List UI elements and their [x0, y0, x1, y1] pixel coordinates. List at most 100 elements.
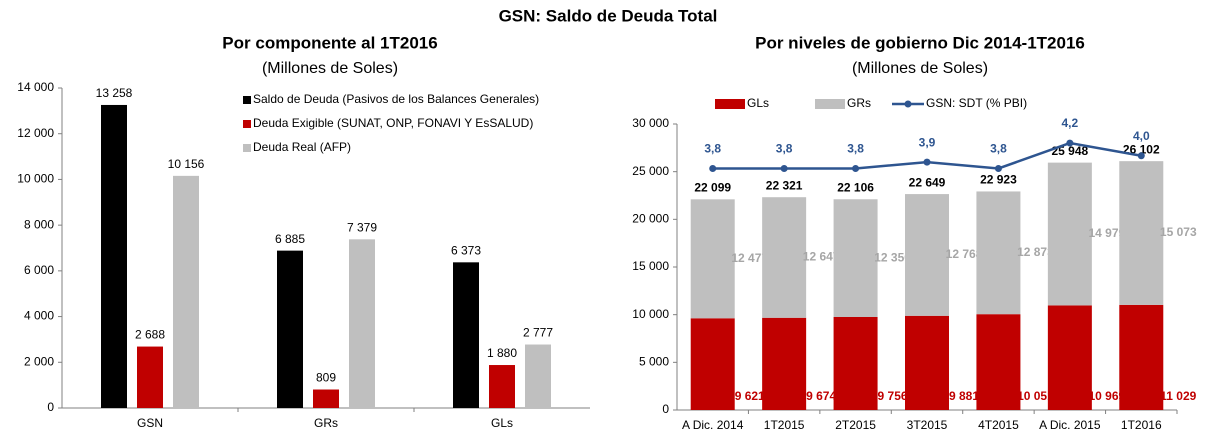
x-tick-label: 3T2015 — [907, 418, 948, 432]
y-tick-label: 20 000 — [632, 212, 669, 226]
line-point — [923, 158, 931, 166]
legend-swatch — [243, 96, 251, 104]
data-label: 3,8 — [776, 142, 793, 156]
total-label: 22 106 — [837, 180, 874, 194]
chart-subtitle: (Millones de Soles) — [262, 60, 398, 77]
y-tick-label: 14 000 — [17, 80, 54, 94]
x-tick-label: GLs — [491, 416, 513, 430]
x-tick-label: A Dic. 2014 — [682, 418, 744, 432]
legend-label: GSN: SDT (% PBI) — [926, 96, 1027, 110]
bar — [349, 239, 375, 408]
bar-segment — [762, 197, 807, 318]
bar — [525, 344, 551, 408]
x-tick-label: A Dic. 2015 — [1039, 418, 1101, 432]
data-label: 4,2 — [1062, 116, 1079, 130]
line-point — [1137, 152, 1145, 160]
data-label: 6 885 — [275, 232, 305, 246]
line-point — [1066, 139, 1074, 147]
line-point — [709, 164, 717, 172]
bar — [277, 250, 303, 408]
total-label: 22 649 — [909, 175, 946, 189]
bar — [137, 346, 163, 408]
bar-segment — [833, 316, 878, 410]
bar — [453, 262, 479, 408]
y-tick-label: 15 000 — [632, 259, 669, 273]
data-label: 10 156 — [168, 157, 205, 171]
data-label: 2 688 — [135, 328, 165, 342]
y-tick-label: 10 000 — [632, 307, 669, 321]
bar-segment — [1119, 304, 1164, 410]
x-tick-label: 1T2016 — [1121, 418, 1162, 432]
bar-segment — [762, 317, 807, 410]
data-label: 15 073 — [1160, 225, 1197, 239]
data-label: 9 881 — [949, 389, 979, 403]
y-tick-label: 8 000 — [24, 217, 54, 231]
total-label: 22 923 — [980, 173, 1017, 187]
bar-segment — [976, 191, 1021, 315]
legend-swatch — [243, 120, 251, 128]
bar-segment — [833, 199, 878, 317]
data-label: 3,8 — [990, 142, 1007, 156]
data-label: 7 379 — [347, 221, 377, 235]
bar-segment — [1047, 162, 1092, 306]
chart-subtitle: (Millones de Soles) — [852, 60, 988, 77]
data-label: 4,0 — [1133, 129, 1150, 143]
data-label: 10 969 — [1089, 389, 1126, 403]
legend-label: Deuda Exigible (SUNAT, ONP, FONAVI Y EsS… — [253, 116, 533, 130]
y-tick-label: 0 — [47, 400, 54, 414]
y-tick-label: 30 000 — [632, 116, 669, 130]
legend-swatch — [243, 144, 251, 152]
y-tick-label: 5 000 — [639, 355, 669, 369]
data-label: 9 674 — [806, 389, 836, 403]
data-label: 12 873 — [1017, 245, 1054, 259]
legend-swatch — [815, 99, 845, 109]
bar-segment — [905, 315, 949, 410]
y-tick-label: 2 000 — [24, 354, 54, 368]
data-label: 3,8 — [704, 142, 721, 156]
data-label: 9 756 — [878, 389, 908, 403]
data-label: 3,8 — [847, 142, 864, 156]
legend-label: Deuda Real (AFP) — [253, 140, 351, 154]
data-label: 2 777 — [523, 326, 553, 340]
bar-segment — [690, 318, 735, 410]
line-point — [852, 164, 860, 172]
legend-label: GLs — [747, 96, 769, 110]
bar — [313, 389, 339, 408]
y-tick-label: 10 000 — [17, 172, 54, 186]
x-tick-label: 4T2015 — [978, 418, 1019, 432]
bar-segment — [1047, 305, 1092, 410]
bar-segment — [976, 314, 1021, 410]
chart-title: Por niveles de gobierno Dic 2014-1T2016 — [755, 33, 1085, 52]
data-label: 13 258 — [96, 86, 133, 100]
data-label: 3,9 — [919, 135, 936, 149]
data-label: 12 647 — [803, 250, 840, 264]
legend-swatch — [715, 99, 745, 109]
bar-segment — [905, 194, 949, 316]
bar — [173, 175, 199, 408]
x-tick-label: 2T2015 — [835, 418, 876, 432]
total-label: 22 321 — [766, 178, 803, 192]
data-label: 14 979 — [1089, 226, 1126, 240]
data-label: 12 350 — [874, 250, 911, 264]
data-label: 10 051 — [1017, 389, 1054, 403]
data-label: 12 768 — [946, 247, 983, 261]
data-label: 809 — [316, 371, 336, 385]
total-label: 22 099 — [694, 180, 731, 194]
legend-label: GRs — [847, 96, 871, 110]
y-tick-label: 4 000 — [24, 309, 54, 323]
data-label: 12 477 — [731, 251, 768, 265]
legend-marker — [904, 100, 912, 108]
chart-title: Por componente al 1T2016 — [222, 33, 437, 52]
y-tick-label: 12 000 — [17, 126, 54, 140]
y-tick-label: 6 000 — [24, 263, 54, 277]
line-point — [994, 164, 1002, 172]
y-tick-label: 25 000 — [632, 164, 669, 178]
legend-label: Saldo de Deuda (Pasivos de los Balances … — [253, 92, 539, 106]
bar — [101, 104, 127, 409]
total-label: 26 102 — [1123, 142, 1160, 156]
y-tick-label: 0 — [662, 402, 669, 416]
data-label: 11 029 — [1160, 389, 1196, 403]
bar-segment — [1119, 161, 1164, 305]
bar-segment — [690, 199, 735, 319]
x-tick-label: 1T2015 — [764, 418, 805, 432]
